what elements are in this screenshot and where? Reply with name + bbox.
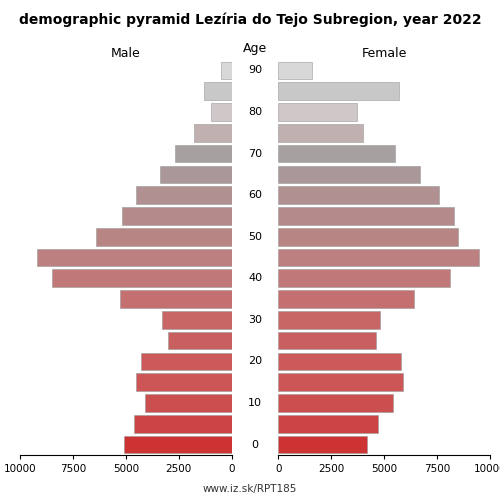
Bar xyxy=(278,144,394,162)
X-axis label: Male: Male xyxy=(111,47,140,60)
Bar xyxy=(278,82,399,100)
Bar xyxy=(174,144,232,162)
Bar xyxy=(278,62,312,79)
Text: www.iz.sk/RPT185: www.iz.sk/RPT185 xyxy=(203,484,297,494)
Text: 30: 30 xyxy=(248,315,262,325)
Bar xyxy=(194,124,232,142)
Text: demographic pyramid Lezíria do Tejo Subregion, year 2022: demographic pyramid Lezíria do Tejo Subr… xyxy=(18,12,481,27)
Text: 50: 50 xyxy=(248,232,262,241)
Bar xyxy=(52,270,232,287)
Bar xyxy=(136,186,232,204)
Bar xyxy=(278,124,363,142)
X-axis label: Female: Female xyxy=(362,47,407,60)
Bar xyxy=(204,82,232,100)
Text: 10: 10 xyxy=(248,398,262,408)
Bar xyxy=(278,290,414,308)
Bar xyxy=(140,352,232,370)
Bar xyxy=(168,332,232,349)
Bar xyxy=(278,228,458,246)
Bar xyxy=(278,352,401,370)
Bar xyxy=(278,166,420,183)
Bar xyxy=(134,415,232,432)
Text: 20: 20 xyxy=(248,356,262,366)
Bar xyxy=(278,374,403,391)
Text: 80: 80 xyxy=(248,107,262,117)
Bar xyxy=(124,436,232,454)
Bar xyxy=(136,374,232,391)
Bar xyxy=(278,394,392,412)
Bar xyxy=(210,103,232,121)
Text: 60: 60 xyxy=(248,190,262,200)
Text: 0: 0 xyxy=(252,440,258,450)
Bar xyxy=(145,394,232,412)
Bar xyxy=(278,207,454,225)
Bar xyxy=(278,311,380,328)
Bar xyxy=(96,228,232,246)
Bar xyxy=(278,332,376,349)
Bar xyxy=(278,248,479,266)
Bar xyxy=(120,290,232,308)
Bar xyxy=(278,186,439,204)
Bar xyxy=(278,415,378,432)
Text: 70: 70 xyxy=(248,148,262,158)
Bar xyxy=(37,248,232,266)
Bar xyxy=(162,311,232,328)
Bar xyxy=(122,207,232,225)
Bar xyxy=(160,166,232,183)
Text: 40: 40 xyxy=(248,274,262,283)
Bar xyxy=(278,103,356,121)
Bar xyxy=(278,270,450,287)
Bar xyxy=(278,436,367,454)
Bar xyxy=(221,62,232,79)
Text: 90: 90 xyxy=(248,66,262,76)
Text: Age: Age xyxy=(243,42,267,55)
